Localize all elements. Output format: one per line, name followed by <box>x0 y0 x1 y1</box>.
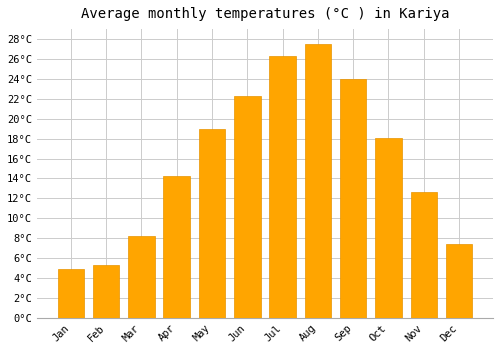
Bar <box>128 236 154 318</box>
Title: Average monthly temperatures (°C ) in Kariya: Average monthly temperatures (°C ) in Ka… <box>80 7 449 21</box>
Bar <box>234 96 260 318</box>
Bar <box>58 269 84 318</box>
Bar <box>304 44 331 318</box>
Bar <box>270 56 296 318</box>
Bar <box>375 138 402 318</box>
Bar <box>198 129 225 318</box>
Bar <box>410 193 437 318</box>
Bar <box>340 79 366 318</box>
Bar <box>164 176 190 318</box>
Bar <box>93 265 120 318</box>
Bar <box>446 244 472 318</box>
